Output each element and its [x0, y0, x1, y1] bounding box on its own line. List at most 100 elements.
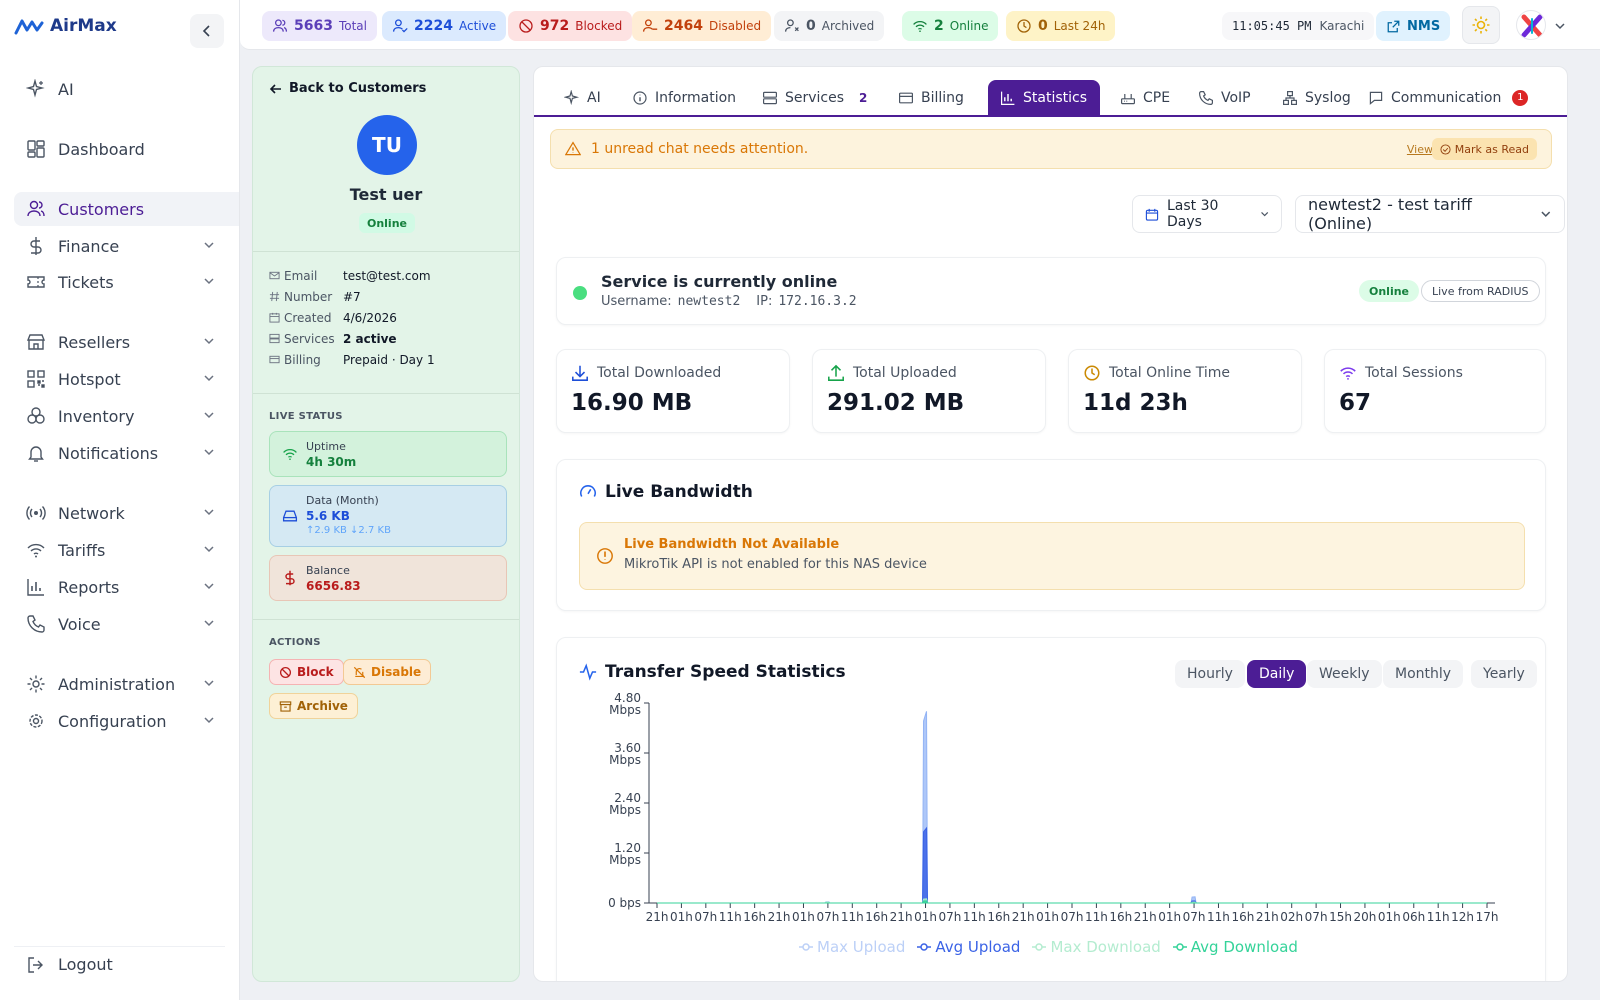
- stat-chip-last-24h[interactable]: 0 Last 24h: [1006, 11, 1116, 41]
- legend-avg-download[interactable]: Avg Download: [1172, 938, 1298, 956]
- x-tick-label: 11h: [1085, 910, 1108, 924]
- brand-logo[interactable]: AirMax: [14, 16, 117, 36]
- sidebar-item-inventory[interactable]: Inventory: [14, 399, 239, 433]
- clock-timezone: Karachi: [1319, 19, 1365, 33]
- info-key: Number: [284, 289, 333, 304]
- sidebar-item-administration[interactable]: Administration: [14, 667, 239, 701]
- kpi-total-uploaded: Total Uploaded 291.02 MB: [812, 349, 1046, 433]
- customer-name: Test uer: [349, 185, 423, 204]
- legend-avg-upload[interactable]: Avg Upload: [917, 938, 1020, 956]
- sparkles-icon: [26, 79, 46, 99]
- stat-chip-total[interactable]: 5663 Total: [262, 11, 377, 41]
- wifi-icon: [282, 446, 298, 462]
- sidebar-item-reports[interactable]: Reports: [14, 570, 239, 604]
- stat-chip-archived[interactable]: 0 Archived: [774, 11, 885, 41]
- service-select[interactable]: newtest2 - test tariff (Online): [1295, 195, 1565, 233]
- chevron-down-icon: [1260, 212, 1268, 217]
- sidebar-item-customers[interactable]: Customers: [14, 192, 239, 226]
- sidebar-item-label: Finance: [58, 236, 120, 256]
- collapse-sidebar-button[interactable]: [190, 14, 224, 48]
- tab-billing[interactable]: Billing: [886, 80, 976, 115]
- tab-syslog[interactable]: Syslog: [1270, 80, 1363, 115]
- stat-chip-disabled[interactable]: 2464 Disabled: [632, 11, 772, 41]
- brand-name: AirMax: [50, 16, 117, 36]
- tab-ai[interactable]: AI: [552, 80, 613, 115]
- tab-communication[interactable]: Communication 1: [1356, 80, 1540, 115]
- date-range-select[interactable]: Last 30 Days: [1132, 195, 1282, 233]
- theme-toggle-button[interactable]: [1462, 6, 1500, 44]
- tab-statistics[interactable]: Statistics: [988, 80, 1100, 115]
- sidebar-item-label: Dashboard: [58, 139, 145, 159]
- kpi-label: Total Sessions: [1365, 365, 1463, 381]
- bandwidth-warning-title: Live Bandwidth Not Available: [624, 537, 840, 552]
- nms-button[interactable]: NMS: [1376, 11, 1451, 41]
- sidebar-item-resellers[interactable]: Resellers: [14, 325, 239, 359]
- chevron-down-icon: [204, 583, 214, 590]
- bell-off-icon: [353, 666, 366, 678]
- hard-drive-icon: [282, 508, 298, 524]
- customer-tabs: AI Information Services 2 Billing Statis…: [534, 67, 1567, 117]
- broadcast-icon: [26, 503, 46, 523]
- tab-services[interactable]: Services 2: [750, 80, 879, 115]
- stat-chip-active[interactable]: 2224 Active: [382, 11, 507, 41]
- period-yearly[interactable]: Yearly: [1471, 660, 1537, 688]
- tab-cpe[interactable]: CPE: [1108, 80, 1182, 115]
- sidebar-item-dashboard[interactable]: Dashboard: [14, 132, 239, 166]
- divider: [253, 251, 519, 252]
- archive-button[interactable]: Archive: [269, 693, 358, 719]
- check-circle-icon: [1440, 143, 1451, 155]
- sidebar-item-notifications[interactable]: Notifications: [14, 436, 239, 470]
- sparkles-icon: [564, 89, 580, 105]
- chevron-down-icon: [204, 242, 214, 249]
- kpi-total-online-time: Total Online Time 11d 23h: [1068, 349, 1302, 433]
- sidebar-item-finance[interactable]: Finance: [14, 229, 239, 263]
- logout-button[interactable]: Logout: [14, 946, 225, 982]
- period-hourly[interactable]: Hourly: [1175, 660, 1245, 688]
- stat-chip-blocked[interactable]: 972 Blocked: [508, 11, 633, 41]
- sidebar-item-ai[interactable]: AI: [14, 72, 239, 106]
- user-minus-icon: [642, 19, 658, 32]
- period-monthly[interactable]: Monthly: [1383, 660, 1464, 688]
- bar-chart-icon: [26, 577, 46, 597]
- info-row-services: Services 2 active: [269, 328, 435, 349]
- tab-information[interactable]: Information: [620, 80, 748, 115]
- back-to-customers-link[interactable]: Back to Customers: [269, 81, 426, 96]
- user-avatar[interactable]: [1516, 10, 1546, 40]
- x-tick-label: 01h: [1036, 910, 1059, 924]
- sidebar-item-label: Configuration: [58, 711, 167, 731]
- message-icon: [1369, 91, 1383, 105]
- info-value: 2 active: [343, 331, 397, 346]
- legend-max-upload[interactable]: Max Upload: [799, 938, 905, 956]
- stat-chip-online[interactable]: 2 Online: [902, 11, 999, 41]
- period-weekly[interactable]: Weekly: [1307, 660, 1382, 688]
- sidebar-item-configuration[interactable]: Configuration: [14, 704, 239, 738]
- chip-label: Online: [949, 19, 989, 33]
- block-button[interactable]: Block: [269, 659, 344, 685]
- sidebar-item-tariffs[interactable]: Tariffs: [14, 533, 239, 567]
- chevron-down-icon[interactable]: [1554, 20, 1566, 32]
- chevron-down-icon: [204, 375, 214, 382]
- legend-label: Max Upload: [817, 938, 906, 956]
- mark-as-read-button[interactable]: Mark as Read: [1431, 138, 1537, 160]
- kpi-total-downloaded: Total Downloaded 16.90 MB: [556, 349, 790, 433]
- sidebar-item-label: Customers: [58, 199, 145, 219]
- credit-card-icon: [899, 92, 913, 103]
- chevron-down-icon: [204, 546, 214, 553]
- x-tick-label: 21h: [1134, 910, 1157, 924]
- ban-icon: [519, 19, 533, 33]
- x-tick-label: 07h: [694, 910, 717, 924]
- legend-max-download[interactable]: Max Download: [1032, 938, 1161, 956]
- sidebar-item-voice[interactable]: Voice: [14, 607, 239, 641]
- sidebar-item-tickets[interactable]: Tickets: [14, 265, 239, 299]
- alert-circle-icon: [597, 548, 613, 564]
- period-daily[interactable]: Daily: [1247, 660, 1307, 688]
- sidebar-item-network[interactable]: Network: [14, 496, 239, 530]
- view-chat-link[interactable]: View: [1406, 142, 1433, 156]
- chevron-down-icon: [204, 620, 214, 627]
- sidebar-item-hotspot[interactable]: Hotspot: [14, 362, 239, 396]
- bandwidth-warning: Live Bandwidth Not Available MikroTik AP…: [579, 522, 1525, 590]
- tab-voip[interactable]: VoIP: [1186, 80, 1263, 115]
- data-value: 5.6 KB: [306, 509, 350, 523]
- disable-button[interactable]: Disable: [343, 659, 432, 685]
- kpi-value: 16.90 MB: [571, 390, 693, 416]
